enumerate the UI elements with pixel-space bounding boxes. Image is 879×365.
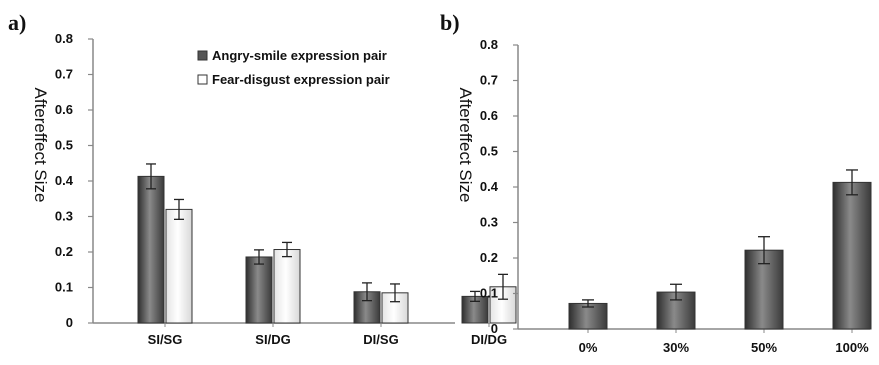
x-tick-label: DI/DG [471,332,507,347]
y-tick-label: 0.4 [480,179,499,194]
y-tick-label: 0.2 [480,250,498,265]
x-tick-label: 100% [835,340,869,355]
x-tick-label: SI/DG [255,332,290,347]
y-tick-label: 0.8 [480,37,498,52]
y-tick-label: 0.6 [55,102,73,117]
y-axis-title: Aftereffect Size [456,88,475,203]
x-tick-label: SI/SG [148,332,183,347]
y-tick-label: 0.1 [55,280,73,295]
legend-label: Fear-disgust expression pair [212,72,390,87]
bar [489,286,517,324]
y-axis-title: Aftereffect Size [31,88,50,203]
bar [832,181,872,330]
bar [165,208,193,324]
y-tick-label: 0.4 [55,173,74,188]
x-tick-label: 30% [663,340,689,355]
panel-label: a) [8,10,26,35]
y-tick-label: 0.8 [55,31,73,46]
x-tick-label: 0% [579,340,598,355]
y-tick-label: 0.7 [480,73,498,88]
chart-panel-a: a) 0 0.1 0.2 0.3 0.4 0.5 0.6 0.7 0.8 Aftereffect S… [8,10,517,347]
bar [568,302,608,330]
legend-label: Angry-smile expression pair [212,48,387,63]
y-tick-label: 0.2 [55,244,73,259]
y-tick-label: 0.1 [480,286,498,301]
panel-label: b) [440,10,460,35]
y-tick-label: 0.5 [480,144,498,159]
y-tick-label: 0.6 [480,108,498,123]
chart-panel-b: b) 0 0.1 0.2 0.3 0.4 0.5 0.6 0.7 0.8 Aftereffect S… [440,10,872,355]
bar [137,175,165,324]
x-tick-label: DI/SG [363,332,398,347]
bar [245,256,273,324]
legend-swatch [197,50,208,61]
x-tick-label: 50% [751,340,777,355]
y-tick-label: 0.5 [55,138,73,153]
y-tick-label: 0.7 [55,67,73,82]
bar [273,249,301,324]
y-tick-label: 0 [66,315,73,330]
y-tick-label: 0.3 [480,215,498,230]
legend-swatch [197,74,208,85]
y-tick-label: 0 [491,321,498,336]
y-tick-label: 0.3 [55,209,73,224]
